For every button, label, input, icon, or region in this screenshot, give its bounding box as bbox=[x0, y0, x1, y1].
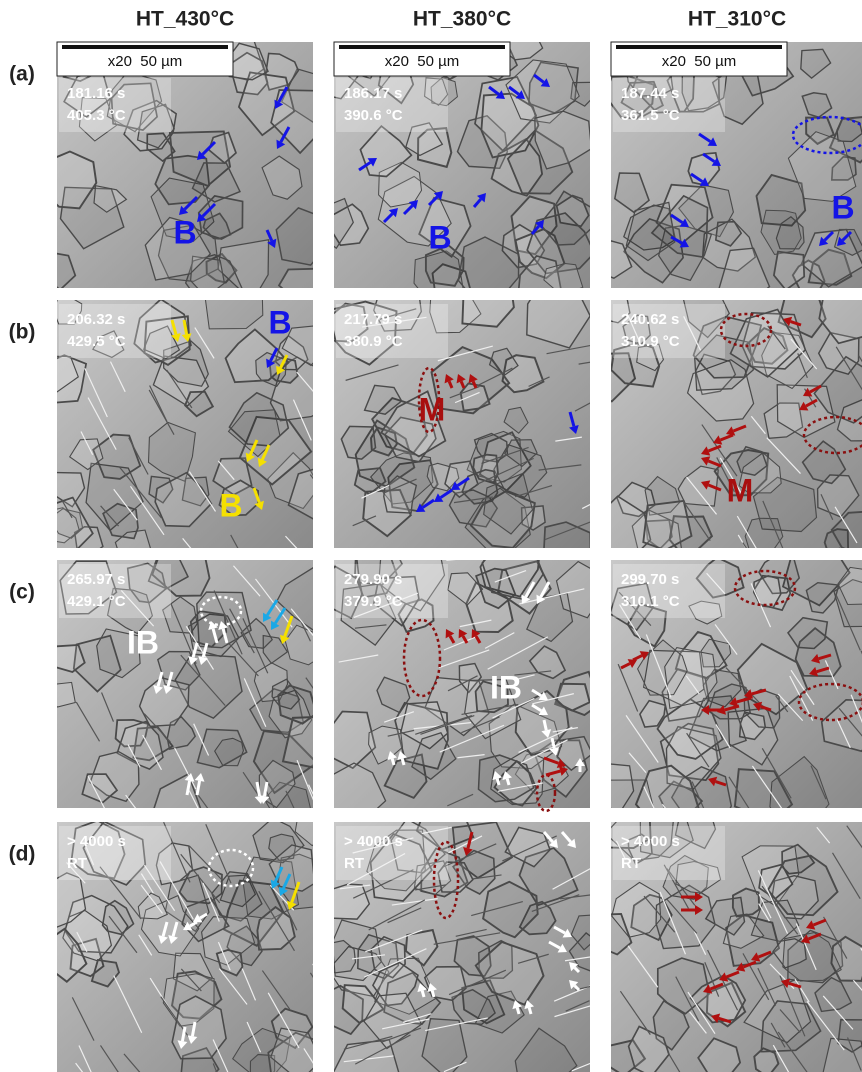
micrograph-panel: > 4000 s RT bbox=[589, 795, 862, 1072]
phase-label: IB bbox=[490, 669, 522, 705]
micrograph-panel: 206.32 s 429.5 °C B B bbox=[30, 264, 342, 576]
micrograph-panel: > 4000 s RT bbox=[37, 818, 340, 1072]
micrograph-panel: 186.17 s 390.6 °C x20 50 µm B bbox=[312, 24, 598, 310]
phase-label: M bbox=[419, 391, 446, 427]
arrow-shaft bbox=[392, 759, 394, 765]
row-label: (d) bbox=[9, 843, 36, 866]
scale-label: x20 50 µm bbox=[108, 53, 183, 70]
phase-label: B bbox=[831, 189, 854, 225]
temperature-label: 429.5 °C bbox=[67, 333, 126, 350]
time-label: 299.70 s bbox=[621, 571, 679, 588]
temperature-label: 429.1 °C bbox=[67, 593, 126, 610]
temperature-label: 310.1 °C bbox=[621, 593, 680, 610]
lath bbox=[446, 556, 494, 561]
time-label: 187.44 s bbox=[621, 85, 679, 102]
micrograph-panel: 279.90 s 379.9 °C IB bbox=[322, 533, 602, 820]
micrograph bbox=[47, 545, 345, 841]
column-header: HT_430°C bbox=[136, 8, 234, 31]
phase-label: B bbox=[428, 219, 451, 255]
lath bbox=[310, 973, 336, 1014]
lath bbox=[313, 964, 331, 998]
temperature-label: RT bbox=[344, 855, 364, 872]
time-label: > 4000 s bbox=[67, 833, 126, 850]
micrograph-panel: > 4000 s RT bbox=[318, 795, 640, 1072]
temperature-label: 390.6 °C bbox=[344, 107, 403, 124]
time-label: 240.62 s bbox=[621, 311, 679, 328]
temperature-label: 361.5 °C bbox=[621, 107, 680, 124]
temperature-label: 379.9 °C bbox=[344, 593, 403, 610]
row-label: (a) bbox=[9, 63, 35, 86]
micrograph-panel: 299.70 s 310.1 °C bbox=[591, 543, 862, 842]
row-label: (c) bbox=[9, 581, 35, 604]
time-label: 206.32 s bbox=[67, 311, 125, 328]
grain bbox=[283, 716, 342, 768]
grain bbox=[47, 682, 75, 707]
micrograph-panel: 240.62 s 310.9 °C M bbox=[587, 266, 862, 595]
grain bbox=[279, 269, 326, 305]
arrow-shaft bbox=[507, 779, 509, 785]
time-label: 279.90 s bbox=[344, 571, 402, 588]
temperature-label: 310.9 °C bbox=[621, 333, 680, 350]
time-label: 217.79 s bbox=[344, 311, 402, 328]
temperature-label: 405.3 °C bbox=[67, 107, 126, 124]
time-label: 265.97 s bbox=[67, 571, 125, 588]
micrograph-panel: 181.16 s 405.3 °C x20 50 µm B bbox=[38, 18, 339, 311]
arrow-shaft bbox=[402, 759, 404, 765]
phase-label: IB bbox=[127, 624, 159, 660]
temperature-label: RT bbox=[67, 855, 87, 872]
arrow-shaft bbox=[432, 991, 434, 997]
arrow-shaft bbox=[517, 1008, 519, 1014]
temperature-label: RT bbox=[621, 855, 641, 872]
time-label: > 4000 s bbox=[621, 833, 680, 850]
time-label: > 4000 s bbox=[344, 833, 403, 850]
phase-label: B bbox=[268, 304, 291, 340]
phase-label: B bbox=[219, 487, 242, 523]
column-header: HT_310°C bbox=[688, 8, 786, 31]
time-label: 181.16 s bbox=[67, 85, 125, 102]
arrow-shaft bbox=[529, 1008, 531, 1014]
grain bbox=[544, 264, 583, 294]
scale-label: x20 50 µm bbox=[662, 53, 737, 70]
time-label: 186.17 s bbox=[344, 85, 402, 102]
column-header: HT_380°C bbox=[413, 8, 511, 31]
grain bbox=[733, 889, 759, 917]
row-label: (b) bbox=[9, 321, 36, 344]
arrow-shaft bbox=[422, 991, 424, 997]
micrograph-panel: 265.97 s 429.1 °CIB bbox=[47, 545, 345, 841]
phase-label: M bbox=[727, 472, 754, 508]
phase-label: B bbox=[173, 214, 196, 250]
micrograph-panel: 187.44 s 361.5 °C x20 50 µm B bbox=[600, 32, 862, 309]
temperature-label: 380.9 °C bbox=[344, 333, 403, 350]
scale-label: x20 50 µm bbox=[385, 53, 460, 70]
figure: HT_430°C HT_380°C HT_310°C (a) 181.16 s 405.3… bbox=[0, 0, 862, 1072]
micrograph-panel: 217.79 s 380.9 °C M bbox=[325, 272, 647, 564]
arrow-shaft bbox=[497, 779, 499, 785]
